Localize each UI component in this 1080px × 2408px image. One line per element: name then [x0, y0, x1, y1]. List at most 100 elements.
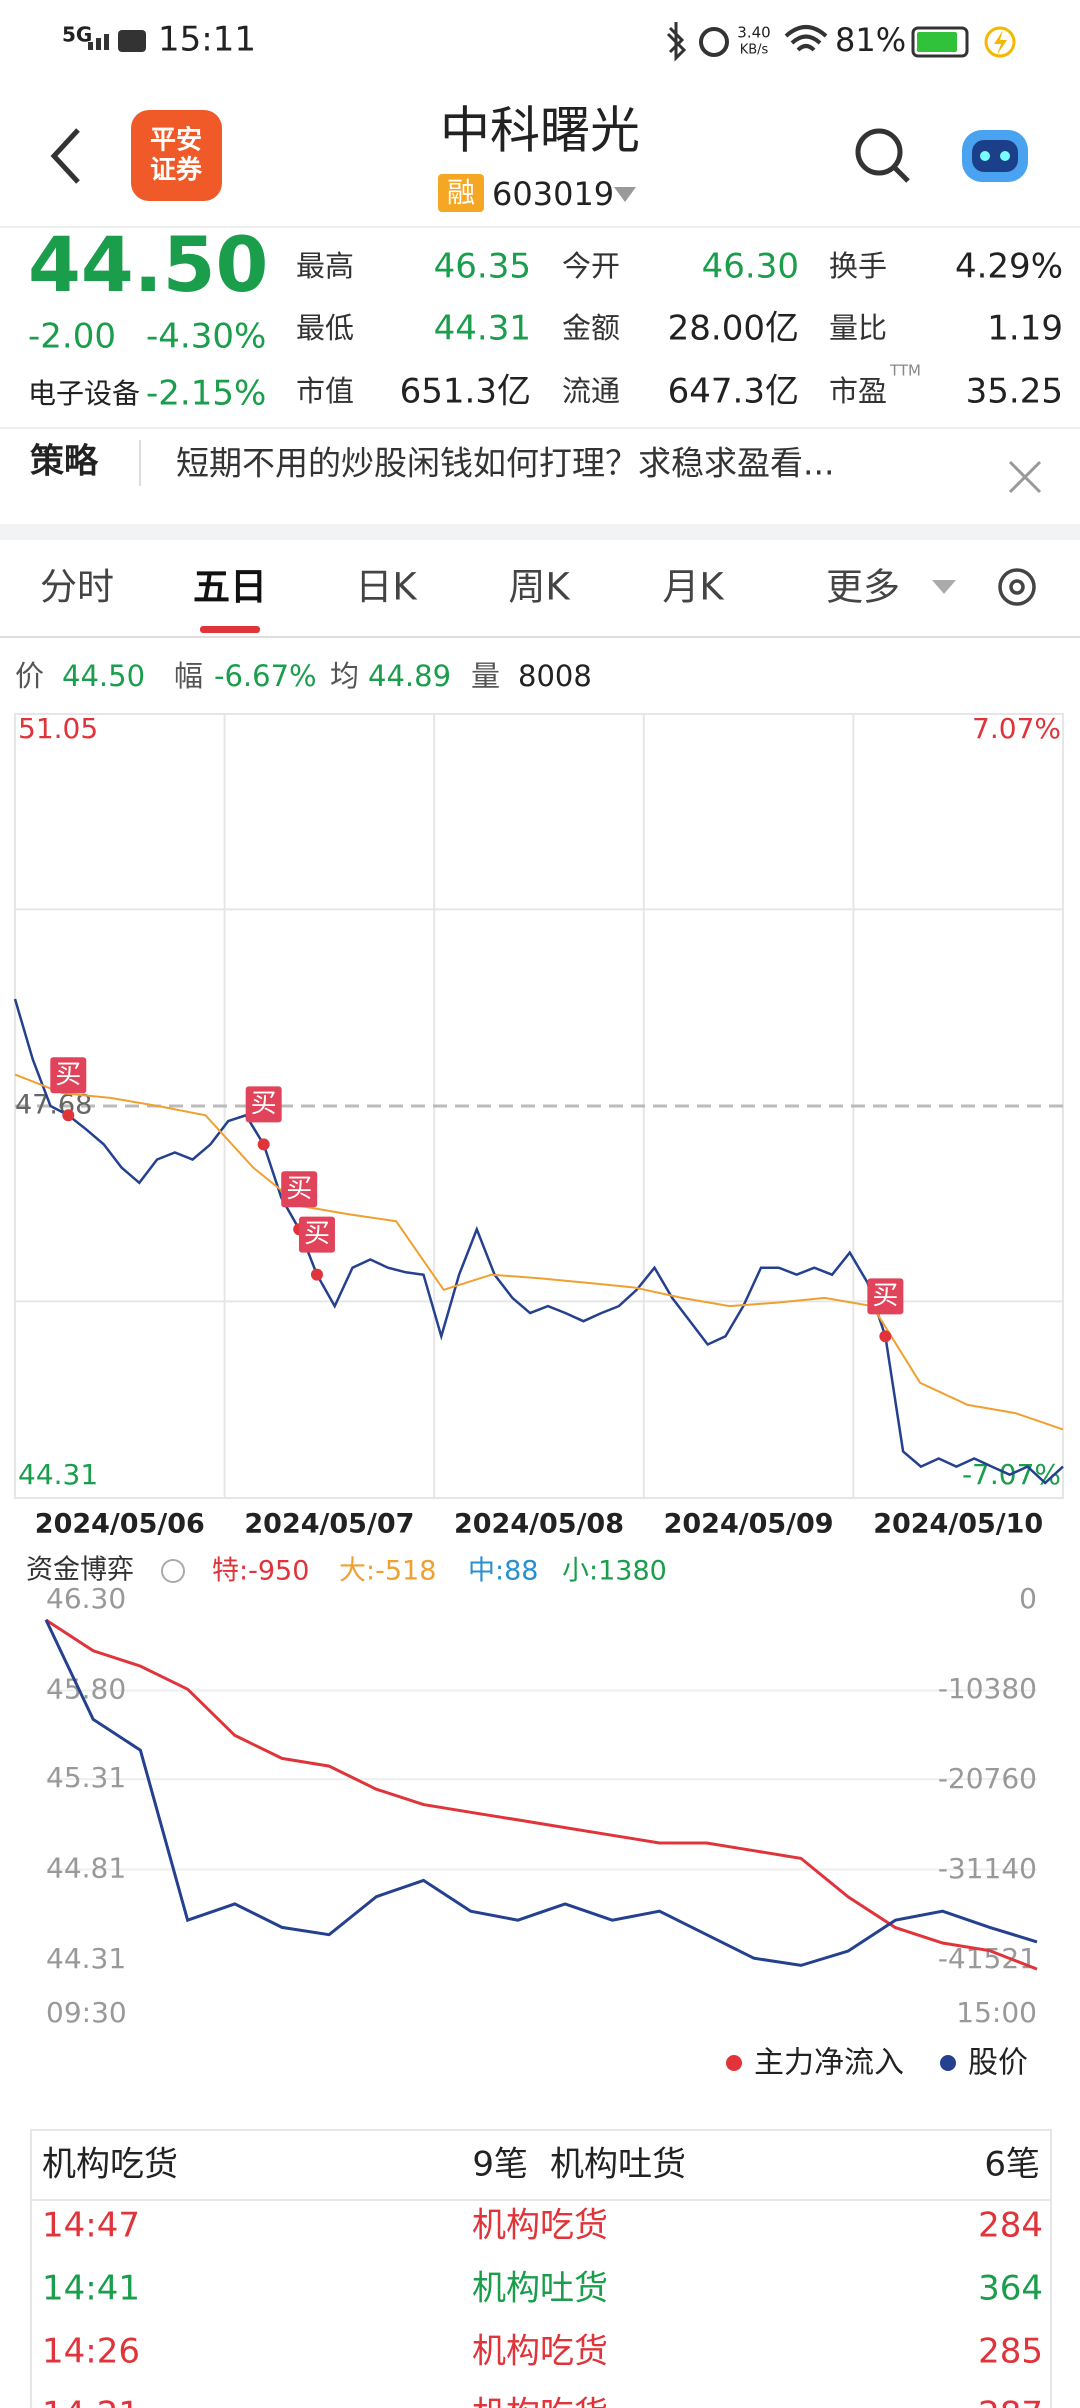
- table-cell: 287: [978, 2395, 1043, 2408]
- stat-label: 最高: [296, 249, 354, 283]
- news-label: 策略: [30, 442, 99, 482]
- price-change-pct: -4.30%: [146, 317, 266, 357]
- stat-label: 市盈: [829, 374, 887, 408]
- bluetooth-icon: [666, 22, 687, 62]
- tab[interactable]: 分时: [40, 566, 114, 609]
- stat-value: 1.19: [987, 309, 1063, 349]
- y2-tick-label: -31140: [938, 1852, 1037, 1885]
- stat-label: 金额: [562, 311, 620, 345]
- logo-text: 证券: [150, 156, 203, 186]
- y-tick-label: 51.05: [18, 712, 98, 745]
- table-cell: 14:26: [42, 2332, 140, 2372]
- settings-core: [1009, 579, 1025, 595]
- net-unit: KB/s: [740, 43, 769, 58]
- table-cell: 14:47: [42, 2206, 140, 2246]
- assistant-face: [972, 140, 1018, 172]
- flow-legend: 小:1380: [562, 1556, 667, 1587]
- price-line: [13, 998, 1064, 1485]
- buy-signal: 买: [286, 1174, 312, 1204]
- battery-level: 81%: [835, 21, 906, 59]
- code-dropdown[interactable]: [614, 187, 636, 202]
- table-cell: 285: [978, 2332, 1043, 2372]
- buy-point: [62, 1109, 75, 1122]
- news-close[interactable]: [1008, 460, 1042, 494]
- legend-label: 股价: [968, 2046, 1028, 2081]
- charging-bolt: [994, 30, 1007, 55]
- x-tick-label: 15:00: [956, 1996, 1037, 2029]
- buy-point: [257, 1138, 270, 1151]
- table-cell: 14:21: [42, 2395, 140, 2408]
- settings-button[interactable]: [998, 568, 1036, 606]
- table-cell: 364: [978, 2269, 1043, 2309]
- stat-label: 换手: [829, 249, 887, 283]
- news-text[interactable]: 短期不用的炒股闲钱如何打理？求稳求盈看...: [176, 444, 834, 483]
- flow-line: [44, 1619, 1038, 1967]
- date-label: 2024/05/07: [244, 1509, 414, 1540]
- network: 5G: [62, 23, 92, 47]
- y2-tick-label: 7.07%: [972, 712, 1061, 745]
- stat-value: 651.3亿: [400, 372, 531, 412]
- summary-label: 量: [471, 659, 500, 693]
- date-label: 2024/05/06: [35, 1509, 205, 1540]
- assistant-eye: [1000, 151, 1010, 161]
- summary-label: 幅: [174, 659, 203, 693]
- signal-icon: [88, 34, 109, 50]
- stat-label: 量比: [829, 311, 887, 345]
- x-tick-label: 09:30: [46, 1996, 127, 2029]
- y-tick-label: 44.31: [18, 1458, 98, 1491]
- net-speed: 3.40: [737, 24, 770, 42]
- table-header: 机构吐货: [550, 2145, 686, 2185]
- tab[interactable]: 更多: [826, 566, 900, 609]
- y2-tick-label: 0: [1019, 1582, 1037, 1615]
- stat-label: 今开: [562, 249, 620, 283]
- tab-indicator: [200, 626, 260, 633]
- tab[interactable]: 日K: [355, 566, 418, 609]
- table-header: 6笔: [984, 2145, 1040, 2185]
- summary-value: 44.89: [368, 659, 451, 693]
- buy-badge: [867, 1278, 904, 1315]
- table-cell: 14:41: [42, 2269, 140, 2309]
- info-icon[interactable]: [161, 1559, 185, 1583]
- charging-icon: [984, 26, 1016, 58]
- tab[interactable]: 月K: [662, 566, 725, 609]
- ttm-mark: TTM: [889, 362, 921, 380]
- buy-badge: [298, 1216, 335, 1253]
- buy-point: [310, 1268, 323, 1281]
- buy-badge: [50, 1057, 87, 1094]
- table-header: 9笔: [472, 2145, 528, 2185]
- table-frame: [30, 2129, 1052, 2408]
- clock: 15:11: [158, 20, 256, 60]
- y2-tick-label: -20760: [938, 1762, 1037, 1795]
- back-button[interactable]: [50, 128, 80, 184]
- battery-fill: [917, 32, 957, 52]
- buy-signal: 买: [55, 1060, 81, 1090]
- stat-value: 4.29%: [955, 247, 1063, 287]
- price-line: [14, 1073, 1064, 1431]
- search-handle: [892, 165, 910, 183]
- buy-badge: [281, 1171, 318, 1208]
- tab[interactable]: 五日: [193, 566, 267, 609]
- stat-value: 647.3亿: [668, 372, 799, 412]
- legend-dot: [726, 2055, 742, 2071]
- tab[interactable]: 周K: [508, 566, 571, 609]
- summary-label: 价: [15, 659, 44, 693]
- flow-line: [45, 1618, 1038, 1971]
- y-tick-label: 44.31: [46, 1942, 126, 1975]
- logo-text: 平安: [150, 126, 202, 156]
- buy-signal: 买: [251, 1089, 277, 1119]
- legend-dot: [940, 2055, 956, 2071]
- buy-badge: [245, 1086, 282, 1123]
- summary-label: 均: [330, 659, 359, 693]
- table-cell: 284: [978, 2206, 1043, 2246]
- summary-value: 8008: [518, 659, 592, 693]
- search-button[interactable]: [855, 128, 903, 176]
- flow-legend: 中:88: [468, 1556, 538, 1587]
- sector-name: 电子设备: [28, 377, 140, 410]
- flow-legend: 特:-950: [212, 1556, 309, 1587]
- y-tick-label: 46.30: [46, 1582, 126, 1615]
- price-change: -2.00: [28, 317, 116, 357]
- date-label: 2024/05/09: [664, 1509, 834, 1540]
- stat-value: 28.00亿: [668, 309, 799, 349]
